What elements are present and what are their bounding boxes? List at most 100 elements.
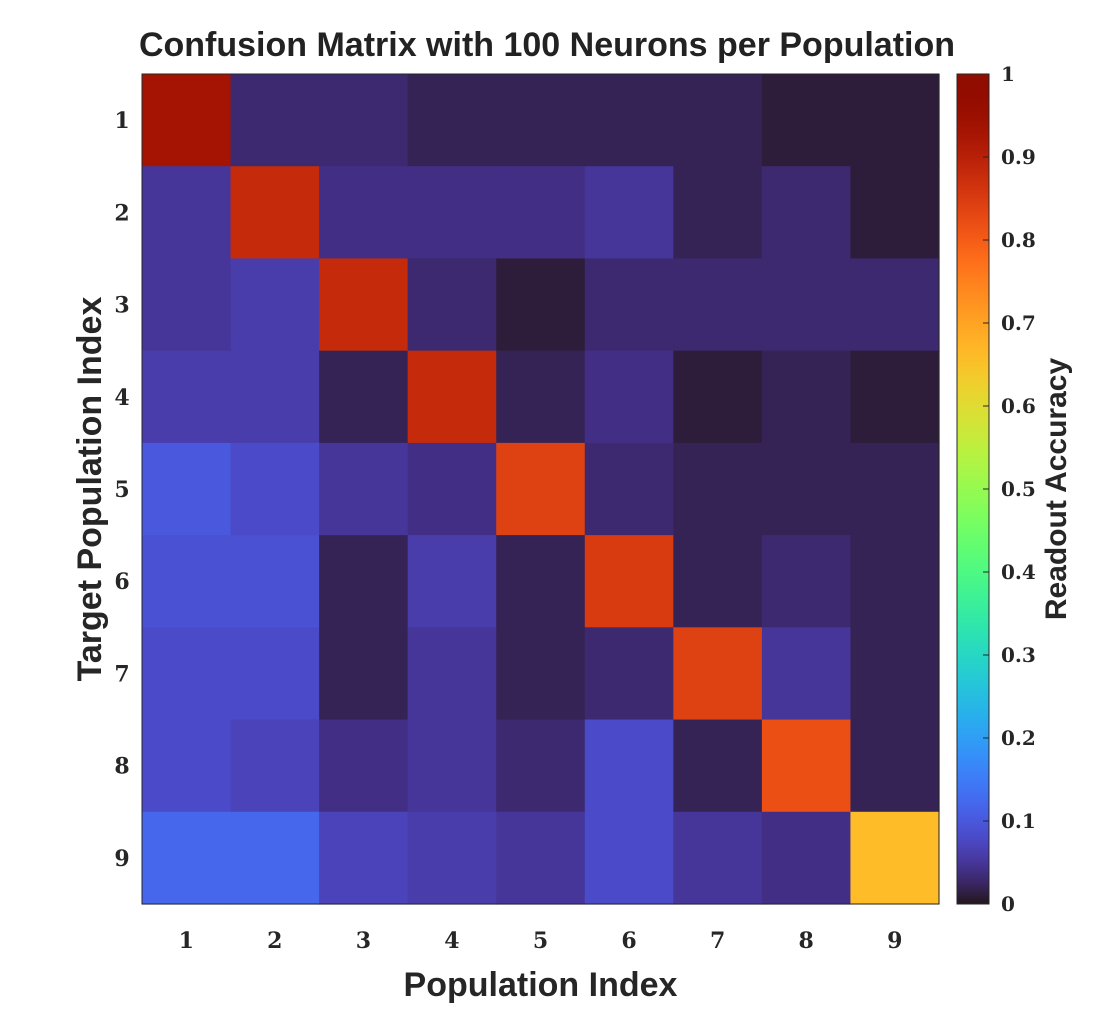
colorbar-tick-label: 0.5 xyxy=(1001,477,1036,501)
colorbar-tick-label: 0.8 xyxy=(1001,228,1036,252)
colorbar-tick-label: 0.4 xyxy=(1001,560,1036,584)
colorbar-tick-label: 0.3 xyxy=(1001,643,1036,667)
y-axis-label: Target Population Index xyxy=(71,297,109,682)
plot-frame xyxy=(141,73,940,905)
heatmap-cell xyxy=(761,166,852,260)
heatmap-cell xyxy=(584,442,674,536)
heatmap-cell xyxy=(407,166,497,260)
heatmap-cell xyxy=(142,719,232,813)
x-tick-label: 4 xyxy=(444,928,459,954)
heatmap-cell xyxy=(230,74,320,167)
heatmap-cell xyxy=(673,719,763,813)
heatmap-cell xyxy=(407,811,497,905)
heatmap-cell xyxy=(319,442,409,536)
heatmap-cell xyxy=(496,166,586,260)
heatmap-cell xyxy=(230,719,320,813)
heatmap-cell xyxy=(496,719,586,813)
heatmap-cell xyxy=(673,350,763,444)
y-tick-label: 3 xyxy=(114,293,129,319)
heatmap-cell xyxy=(761,258,852,352)
y-tick-label: 5 xyxy=(114,477,129,503)
x-tick-label: 6 xyxy=(621,928,636,954)
heatmap-cell xyxy=(584,719,674,813)
heatmap-cell xyxy=(230,535,320,628)
x-axis-label: Population Index xyxy=(404,966,678,1004)
heatmap-cell xyxy=(850,258,940,352)
heatmap-cell xyxy=(142,627,232,721)
colorbar-tick-label: 1 xyxy=(1001,62,1015,86)
heatmap-cell xyxy=(407,535,497,628)
colorbar-tick-label: 0.2 xyxy=(1001,726,1036,750)
heatmap-cell xyxy=(761,719,852,813)
heatmap-cell xyxy=(319,719,409,813)
heatmap-cell xyxy=(230,627,320,721)
colorbar-tick-label: 0.6 xyxy=(1001,394,1036,418)
heatmap-cell xyxy=(407,74,497,167)
heatmap-cell xyxy=(850,442,940,536)
heatmap-cell xyxy=(761,811,852,905)
heatmap-cell xyxy=(584,258,674,352)
colorbar-label: Readout Accuracy xyxy=(1040,358,1073,621)
heatmap-cell xyxy=(319,166,409,260)
y-tick-label: 2 xyxy=(114,200,129,226)
heatmap-cell xyxy=(673,74,763,167)
heatmap-cell xyxy=(850,535,940,628)
y-tick-label: 7 xyxy=(114,661,129,687)
y-tick-label: 8 xyxy=(114,754,129,780)
heatmap-cell xyxy=(761,442,852,536)
x-tick-label: 3 xyxy=(356,928,371,954)
colorbar-tick-label: 0.1 xyxy=(1001,809,1036,833)
heatmap-cell xyxy=(673,166,763,260)
heatmap-cell xyxy=(142,166,232,260)
heatmap-cell xyxy=(850,811,940,905)
heatmap-cell xyxy=(230,350,320,444)
heatmap-cell xyxy=(407,442,497,536)
heatmap-cell xyxy=(761,535,852,628)
heatmap-cell xyxy=(319,258,409,352)
heatmap-cell xyxy=(407,258,497,352)
heatmap-cell xyxy=(850,350,940,444)
heatmap-cell xyxy=(142,258,232,352)
heatmap-cell xyxy=(673,811,763,905)
heatmap-cell xyxy=(673,258,763,352)
heatmap-cell xyxy=(496,811,586,905)
heatmap-cell xyxy=(673,627,763,721)
heatmap-cell xyxy=(584,811,674,905)
heatmap-cell xyxy=(142,74,232,167)
heatmap-cell xyxy=(230,258,320,352)
heatmap-cell xyxy=(673,442,763,536)
heatmap-cell xyxy=(761,350,852,444)
heatmap-cell xyxy=(584,74,674,167)
heatmap-cell xyxy=(407,627,497,721)
heatmap-cell xyxy=(584,535,674,628)
heatmap-cell xyxy=(850,166,940,260)
heatmap-cell xyxy=(230,811,320,905)
heatmap-cell xyxy=(407,719,497,813)
y-tick-label: 4 xyxy=(114,385,129,411)
heatmap-cell xyxy=(584,350,674,444)
heatmap-cell xyxy=(142,535,232,628)
y-tick-label: 9 xyxy=(114,846,129,872)
heatmap-cell xyxy=(319,74,409,167)
heatmap-cell xyxy=(496,258,586,352)
colorbar-tick-label: 0.9 xyxy=(1001,145,1036,169)
heatmap-cell xyxy=(850,74,940,167)
x-tick-label: 5 xyxy=(533,928,548,954)
heatmap-cell xyxy=(761,74,852,167)
heatmap-cell xyxy=(142,442,232,536)
heatmap-cell xyxy=(496,442,586,536)
heatmap-cell xyxy=(142,350,232,444)
heatmap-cell xyxy=(850,719,940,813)
heatmap-cell xyxy=(850,627,940,721)
x-tick-label: 2 xyxy=(267,928,282,954)
heatmap-cell xyxy=(319,535,409,628)
heatmap-cell xyxy=(496,627,586,721)
heatmap-cell xyxy=(584,166,674,260)
heatmap-cell xyxy=(230,442,320,536)
heatmap-cell xyxy=(230,166,320,260)
heatmap-cell xyxy=(496,350,586,444)
heatmap-cell xyxy=(407,350,497,444)
heatmap-cell xyxy=(761,627,852,721)
heatmap-cell xyxy=(496,535,586,628)
